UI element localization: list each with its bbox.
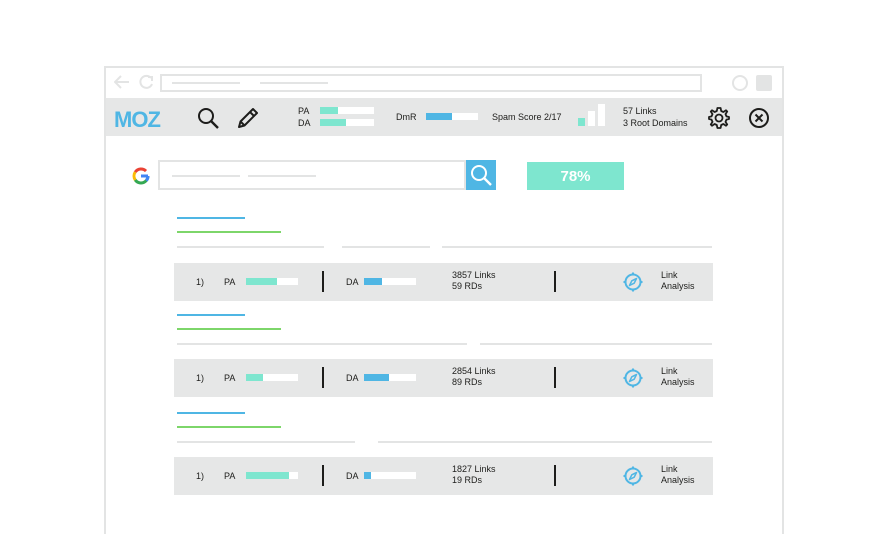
divider [322,465,324,486]
links-count: 1827 Links [452,464,496,474]
result-title-line[interactable] [177,217,245,219]
links-count: 57 Links [623,106,657,116]
da-meter-fill [364,374,389,381]
close-icon[interactable] [747,106,771,130]
result-metrics-row: 1) PA DA 1827 Links 19 RDs Link Analysis [174,457,713,495]
link-analysis-label-1[interactable]: Link [661,270,678,280]
rds-count: 19 RDs [452,475,483,485]
search-input[interactable] [158,160,466,190]
search-button[interactable] [466,160,496,190]
score-badge: 78% [527,162,624,190]
result-snippet-line [480,343,712,345]
result-rank: 1) [196,373,205,383]
reload-icon[interactable] [138,74,154,90]
da-meter [364,278,416,285]
result-title-line[interactable] [177,412,245,414]
address-bar-area [106,68,782,98]
link-analysis-label-1[interactable]: Link [661,464,678,474]
pa-meter-fill [246,472,289,479]
result-snippet-line [177,441,355,443]
divider [554,465,556,486]
result-metrics-row: 1) PA DA 2854 Links 89 RDs Link Analysis [174,359,713,397]
pencil-icon[interactable] [236,106,260,130]
compass-icon[interactable] [623,272,643,292]
back-arrow-icon[interactable] [114,75,130,89]
result-rank: 1) [196,471,205,481]
search-placeholder-line [172,175,240,177]
url-placeholder-line [172,82,240,84]
da-label: DA [298,118,311,128]
compass-icon[interactable] [623,466,643,486]
dmr-meter-fill [426,113,452,120]
links-count: 2854 Links [452,366,496,376]
da-meter [364,472,416,479]
pa-label: PA [224,373,236,383]
divider [554,271,556,292]
window-square-icon[interactable] [756,75,772,91]
result-url-line[interactable] [177,231,281,233]
url-input[interactable] [160,74,702,92]
spam-score-label: Spam Score 2/17 [492,112,562,122]
result-snippet-line [177,246,324,248]
da-label: DA [346,373,359,383]
google-icon [132,167,150,185]
rds-count: 89 RDs [452,377,483,387]
result-snippet-line [378,441,712,443]
pa-meter [246,278,298,285]
pa-meter [246,374,298,381]
result-snippet-line [442,246,712,248]
divider [322,367,324,388]
url-placeholder-line [260,82,328,84]
mozbar-toolbar: MOZ PA DA DmR Spam Score 2/17 57 Links 3… [106,98,782,136]
dmr-meter [426,113,478,120]
result-snippet-line [342,246,430,248]
da-meter [320,119,374,126]
links-count: 3857 Links [452,270,496,280]
link-analysis-label-2[interactable]: Analysis [661,281,695,291]
pa-meter [320,107,374,114]
spam-bar-2 [588,111,595,126]
da-meter [364,374,416,381]
search-icon [471,165,492,186]
moz-logo[interactable]: MOZ [114,107,161,132]
link-analysis-label-2[interactable]: Analysis [661,377,695,387]
result-rank: 1) [196,277,205,287]
da-label: DA [346,471,359,481]
rds-count: 59 RDs [452,281,483,291]
link-analysis-label-1[interactable]: Link [661,366,678,376]
pa-meter-fill [246,374,263,381]
pa-meter-fill [320,107,338,114]
pa-label: PA [224,471,236,481]
pa-label: PA [224,277,236,287]
result-url-line[interactable] [177,328,281,330]
root-domains-count: 3 Root Domains [623,118,688,128]
pa-label: PA [298,106,310,116]
result-url-line[interactable] [177,426,281,428]
gear-icon[interactable] [707,106,731,130]
da-meter-fill [320,119,346,126]
da-meter-fill [364,472,372,479]
spam-bar-3 [598,104,605,126]
da-meter-fill [364,278,383,285]
divider [554,367,556,388]
result-title-line[interactable] [177,314,245,316]
pa-meter [246,472,298,479]
divider [322,271,324,292]
window-circle-icon[interactable] [732,75,748,91]
result-metrics-row: 1) PA DA 3857 Links 59 RDs Link Analysis [174,263,713,301]
pa-meter-fill [246,278,278,285]
link-analysis-label-2[interactable]: Analysis [661,475,695,485]
da-label: DA [346,277,359,287]
spam-bar-1 [578,118,585,126]
result-snippet-line [177,343,467,345]
dmr-label: DmR [396,112,417,122]
compass-icon[interactable] [623,368,643,388]
search-placeholder-line [248,175,316,177]
search-icon[interactable] [196,106,220,130]
